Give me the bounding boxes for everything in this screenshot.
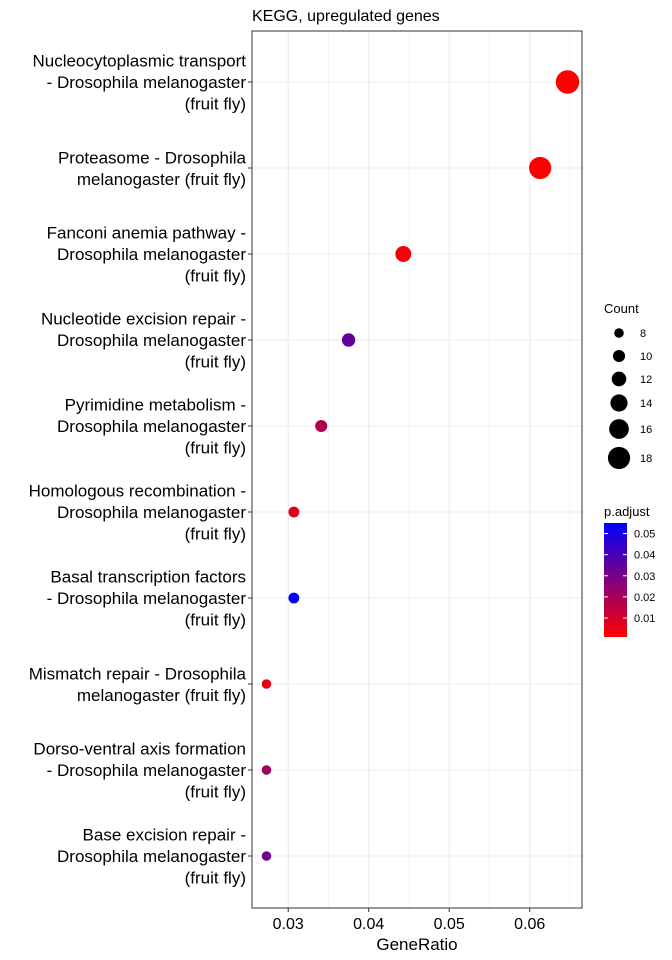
p-adjust-legend: p.adjust 0.05 0.04 0.03 0.02 0.01: [604, 504, 655, 637]
p-adjust-legend-label: 0.02: [634, 592, 655, 604]
y-tick-label: Nucleocytoplasmic transport: [32, 52, 246, 71]
chart-title: KEGG, upregulated genes: [252, 8, 440, 25]
y-tick-label: melanogaster (fruit fly): [77, 170, 246, 189]
count-legend-key: [613, 350, 625, 362]
y-tick-label: (fruit fly): [185, 267, 246, 286]
count-legend-label: 8: [640, 328, 646, 340]
count-legend: Count 8 10 12 14 16 18: [604, 301, 652, 469]
p-adjust-colorbar: [604, 523, 627, 637]
y-tick-label: (fruit fly): [185, 439, 246, 458]
y-axis-labels: Nucleocytoplasmic transport - Drosophila …: [29, 52, 252, 888]
p-adjust-legend-label: 0.04: [634, 550, 655, 562]
data-point: [262, 679, 272, 689]
y-tick-label: Base excision repair -: [83, 826, 246, 845]
data-point: [288, 593, 299, 604]
x-tick-label: 0.04: [353, 916, 384, 933]
y-tick-label: (fruit fly): [185, 783, 246, 802]
data-point: [342, 333, 355, 346]
p-adjust-legend-title: p.adjust: [604, 504, 650, 519]
y-tick-label: Nucleotide excision repair -: [41, 310, 246, 329]
count-legend-key: [614, 328, 624, 338]
data-point: [262, 765, 272, 775]
p-adjust-legend-label: 0.05: [634, 529, 655, 541]
y-tick-label: Drosophila melanogaster: [57, 847, 246, 866]
y-tick-label: (fruit fly): [185, 353, 246, 372]
x-tick-label: 0.06: [514, 916, 545, 933]
y-tick-label: (fruit fly): [185, 525, 246, 544]
data-point: [395, 246, 411, 262]
data-point: [315, 420, 327, 432]
x-tick-label: 0.03: [273, 916, 304, 933]
count-legend-label: 18: [640, 453, 652, 465]
y-tick-label: Dorso-ventral axis formation: [33, 740, 246, 759]
count-legend-key: [608, 447, 630, 469]
count-legend-title: Count: [604, 301, 639, 316]
y-tick-label: Pyrimidine metabolism -: [65, 396, 246, 415]
x-tick-label: 0.05: [434, 916, 465, 933]
data-point: [262, 851, 272, 861]
count-legend-label: 16: [640, 424, 652, 436]
y-tick-label: melanogaster (fruit fly): [77, 686, 246, 705]
y-tick-label: Drosophila melanogaster: [57, 331, 246, 350]
y-tick-label: - Drosophila melanogaster: [47, 589, 247, 608]
count-legend-key: [612, 372, 627, 387]
y-tick-label: Drosophila melanogaster: [57, 417, 246, 436]
count-legend-label: 12: [640, 374, 652, 386]
y-tick-label: (fruit fly): [185, 611, 246, 630]
count-legend-key: [609, 419, 629, 439]
y-tick-label: Fanconi anemia pathway -: [47, 224, 246, 243]
y-tick-label: Basal transcription factors: [50, 568, 246, 587]
count-legend-label: 10: [640, 351, 652, 363]
y-tick-label: Proteasome - Drosophila: [58, 148, 247, 167]
data-point: [529, 157, 551, 179]
y-tick-label: (fruit fly): [185, 95, 246, 114]
count-legend-key: [610, 394, 627, 411]
y-tick-label: Drosophila melanogaster: [57, 503, 246, 522]
y-tick-label: Drosophila melanogaster: [57, 245, 246, 264]
x-axis-title: GeneRatio: [376, 935, 457, 954]
p-adjust-legend-label: 0.03: [634, 571, 655, 583]
p-adjust-legend-label: 0.01: [634, 613, 655, 625]
data-point: [556, 70, 579, 93]
y-tick-label: Mismatch repair - Drosophila: [29, 664, 247, 683]
y-tick-label: Homologous recombination -: [29, 482, 246, 501]
data-point: [288, 507, 299, 518]
count-legend-label: 14: [640, 398, 652, 410]
x-axis: 0.03 0.04 0.05 0.06: [273, 908, 546, 933]
y-tick-label: (fruit fly): [185, 869, 246, 888]
y-tick-label: - Drosophila melanogaster: [47, 73, 247, 92]
y-tick-label: - Drosophila melanogaster: [47, 761, 247, 780]
